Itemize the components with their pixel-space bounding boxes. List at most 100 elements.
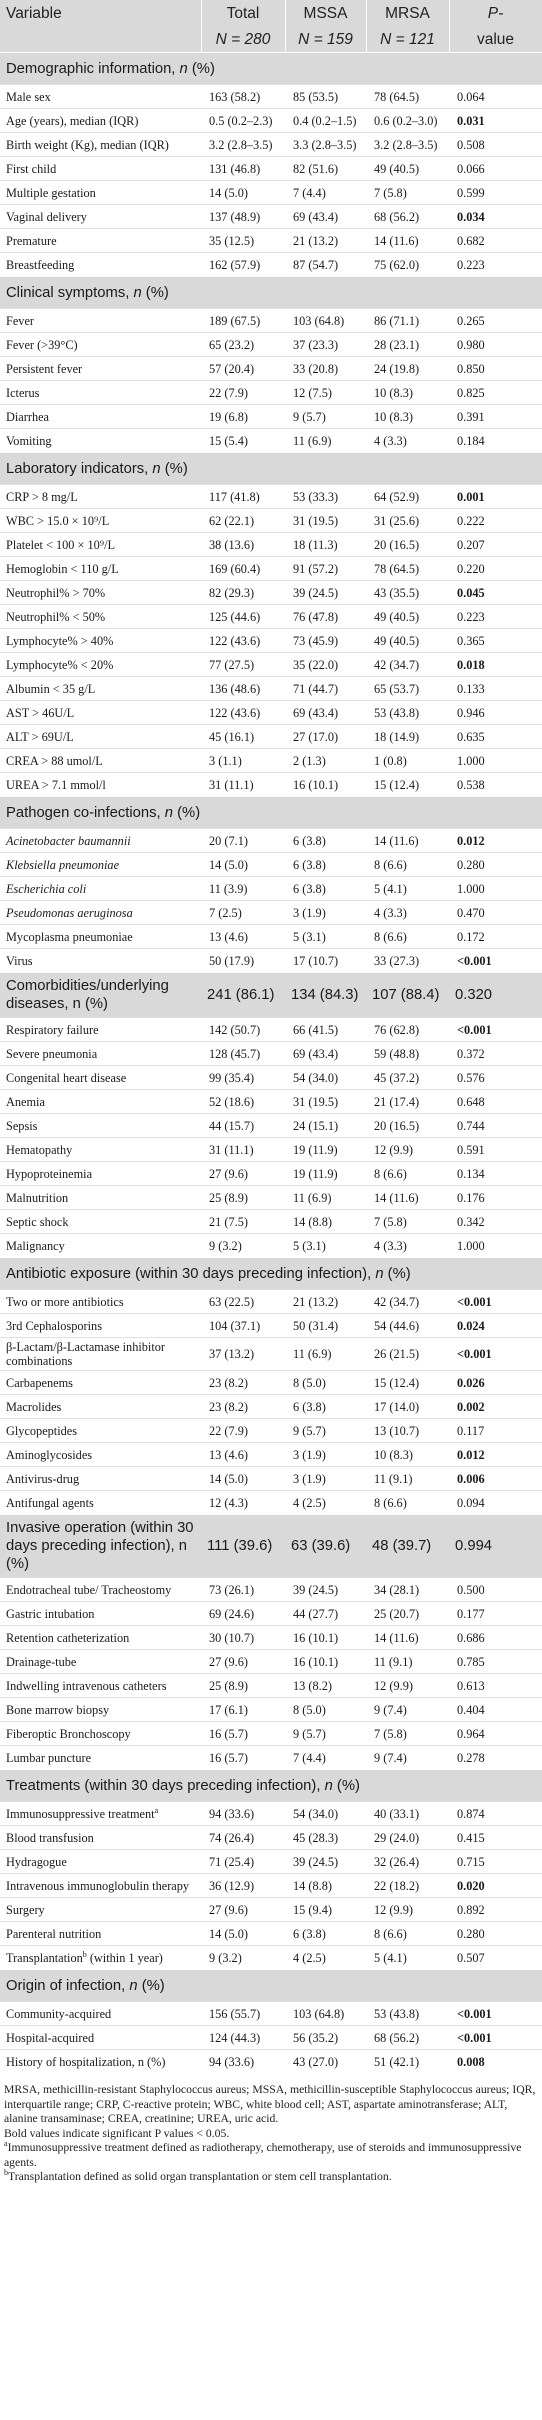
cell-mrsa: 49 (40.5) [366,156,449,181]
cell-mssa: 76 (47.8) [285,604,366,629]
variable-label: Multiple gestation [6,185,96,200]
cell-mssa: 37 (23.3) [285,332,366,357]
cell-total: 74 (26.4) [201,1825,285,1850]
variable-label: Severe pneumonia [6,1046,98,1061]
cell-mrsa: 10 (8.3) [366,380,449,405]
cell-pvalue: 0.599 [449,180,542,205]
cell-variable: Hypoproteinemia [0,1161,201,1186]
cell-pvalue: 0.064 [449,84,542,109]
cell-mrsa: 15 (12.4) [366,772,449,797]
section-unit: (%) [160,461,188,477]
cell-variable: Drainage-tube [0,1649,201,1674]
pvalue-text: 1.000 [457,881,485,896]
cell-variable: Endotracheal tube/ Tracheostomy [0,1577,201,1602]
variable-label: Congenital heart disease [6,1070,127,1085]
cell-mssa: 4 (2.5) [285,1945,366,1970]
cell-mssa: 4 (2.5) [285,1490,366,1515]
cell-variable: Carbapenems [0,1370,201,1395]
pvalue-text: 0.280 [457,1926,485,1941]
cell-mssa: 11 (6.9) [285,428,366,453]
header-n-total: N = 280 [201,27,286,53]
cell-mrsa: 20 (16.5) [366,532,449,557]
cell-mssa: 50 (31.4) [285,1313,366,1338]
cell-mrsa: 20 (16.5) [366,1113,449,1138]
cell-variable: Bone marrow biopsy [0,1697,201,1722]
variable-label: Surgery [6,1902,45,1917]
cell-variable: Hospital-acquired [0,2025,201,2050]
pvalue-text: 0.117 [457,1423,485,1438]
pvalue-text: 0.599 [457,185,485,200]
cell-pvalue: 0.207 [449,532,542,557]
cell-total: 117 (41.8) [201,484,285,509]
cell-mssa: 27 (17.0) [285,724,366,749]
footnote-abbreviations: MRSA, methicillin-resistant Staphylococc… [4,2083,536,2125]
section-title: Origin of infection, n (%) [0,1969,542,2002]
cell-pvalue: 0.576 [449,1065,542,1090]
pvalue-text: 0.648 [457,1094,485,1109]
cell-pvalue: 0.850 [449,356,542,381]
cell-mssa: 5 (3.1) [285,924,366,949]
cell-variable: Virus [0,948,201,973]
cell-mssa: 56 (35.2) [285,2025,366,2050]
pvalue-text: 0.591 [457,1142,485,1157]
table-row: 3rd Cephalosporins 104 (37.1) 50 (31.4) 54 … [0,1313,542,1338]
pvalue-text: 0.223 [457,609,485,624]
header-n-mssa: N = 159 [285,27,367,53]
table-row: Antifungal agents 12 (4.3) 4 (2.5) 8 (6.6) 0… [0,1490,542,1515]
section-title: Laboratory indicators, n (%) [0,452,542,485]
cell-mrsa: 9 (7.4) [366,1745,449,1770]
cell-mssa: 3 (1.9) [285,1442,366,1467]
cell-variable: Antifungal agents [0,1490,201,1515]
pvalue-text: 0.001 [457,489,485,504]
cell-mssa: 103 (64.8) [285,2001,366,2026]
cell-mssa: 39 (24.5) [285,1849,366,1874]
table-row: Intravenous immunoglobulin therapy 36 (12… [0,1873,542,1898]
cell-variable: Macrolides [0,1394,201,1419]
cell-variable: Blood transfusion [0,1825,201,1850]
cell-pvalue: <0.001 [449,1017,542,1042]
pvalue-text: 0.278 [457,1750,485,1765]
variable-label: AST > 46U/L [6,705,75,720]
section-unit: (%) [383,1266,411,1282]
cell-pvalue: 0.176 [449,1185,542,1210]
cell-total: 27 (9.6) [201,1897,285,1922]
cell-mssa: 5 (3.1) [285,1233,366,1258]
cell-mrsa: 4 (3.3) [366,428,449,453]
cell-variable: Malignancy [0,1233,201,1258]
cell-pvalue: 0.507 [449,1945,542,1970]
cell-mssa: 2 (1.3) [285,748,366,773]
pvalue-text: 0.785 [457,1654,485,1669]
cell-mssa: 17 (10.7) [285,948,366,973]
cell-pvalue: 0.172 [449,924,542,949]
variable-label: CREA > 88 umol/L [6,753,103,768]
pvalue-text: <0.001 [457,953,492,968]
section-unit: (%) [141,285,169,301]
cell-mrsa: 11 (9.1) [366,1466,449,1491]
section-label: Treatments (within 30 days preceding inf… [6,1778,325,1794]
cell-mssa: 0.4 (0.2–1.5) [285,108,366,133]
cell-pvalue: 0.184 [449,428,542,453]
cell-total: 71 (25.4) [201,1849,285,1874]
cell-pvalue: 0.404 [449,1697,542,1722]
cell-mrsa: 13 (10.7) [366,1418,449,1443]
pvalue-text: 0.342 [457,1214,485,1229]
variable-label: ALT > 69U/L [6,729,74,744]
pvalue-text: 0.744 [457,1118,485,1133]
table-row: Icterus 22 (7.9) 12 (7.5) 10 (8.3) 0.825 [0,380,542,405]
cell-mrsa: 59 (48.8) [366,1041,449,1066]
header-total: Total [201,0,286,27]
cell-mrsa: 26 (21.5) [366,1337,449,1371]
section-summary-row: Comorbidities/underlying diseases, n (%)… [0,972,542,1018]
table-row: Virus 50 (17.9) 17 (10.7) 33 (27.3) <0.001 [0,948,542,973]
variable-label: Blood transfusion [6,1830,94,1845]
cell-total: 23 (8.2) [201,1394,285,1419]
cell-total: 31 (11.1) [201,772,285,797]
table-row: Endotracheal tube/ Tracheostomy 73 (26.1)… [0,1577,542,1602]
cell-total: 65 (23.2) [201,332,285,357]
variable-label: Drainage-tube [6,1654,77,1669]
table-row: Lumbar puncture 16 (5.7) 7 (4.4) 9 (7.4) 0.2… [0,1745,542,1770]
cell-total: 15 (5.4) [201,428,285,453]
table-row: Transplantationb (within 1 year) 9 (3.2) 4… [0,1945,542,1970]
cell-total: 104 (37.1) [201,1313,285,1338]
cell-pvalue: 0.223 [449,604,542,629]
